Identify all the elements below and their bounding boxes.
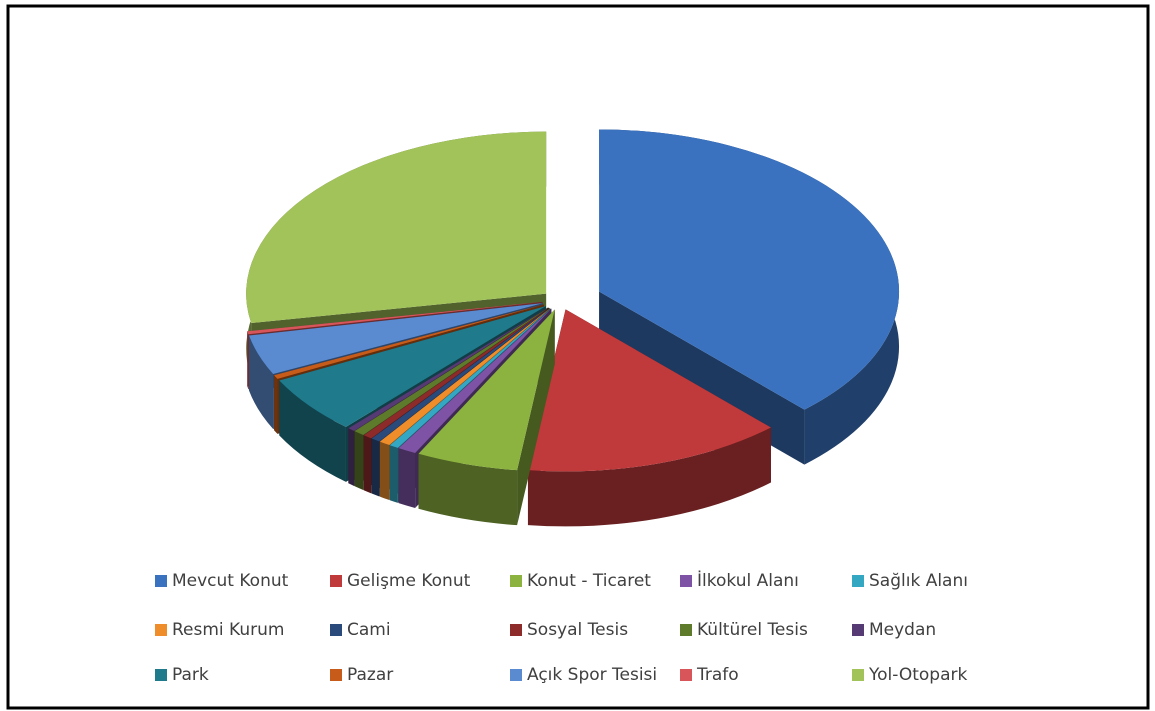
slice-top [274,304,544,379]
legend-label: Konut - Ticaret [527,571,651,591]
slice-wall [248,335,274,429]
slice-top [599,129,900,410]
slice-wall [348,428,355,486]
slice [527,309,771,527]
legend-label: Meydan [869,620,936,640]
slice-top [363,307,550,439]
slice-wall [354,431,364,491]
slice-top [354,307,549,436]
legend-swatch [155,575,167,587]
slice-wall [398,448,416,509]
legend-swatch [510,575,522,587]
legend-label: Pazar [347,665,393,685]
slice-top [248,303,543,374]
slice-wall [274,375,278,434]
slice-top [246,131,547,324]
slice-wall [247,331,249,390]
slice-top [371,308,550,442]
slice-top [389,308,551,448]
slice-wall [418,453,518,526]
slice-wall [379,441,390,501]
legend-label: Yol-Otopark [868,665,968,685]
slice-wall [279,380,346,482]
legend-swatch [510,624,522,636]
slice-top [279,306,546,427]
pie [246,129,900,527]
slice [418,309,555,526]
legend-label: Kültürel Tesis [697,620,808,640]
slice-top [398,308,552,454]
slice-wall [389,445,398,503]
legend-swatch [330,575,342,587]
legend-swatch [680,669,692,681]
legend-swatch [330,669,342,681]
legend-swatch [155,624,167,636]
slice-top [379,308,551,446]
legend-swatch [852,669,864,681]
slice-wall [527,427,771,527]
legend-swatch [510,669,522,681]
slice-top [247,301,543,335]
legend-label: Mevcut Konut [172,571,289,591]
legend-swatch [155,669,167,681]
legend-label: Açık Spor Tesisi [527,665,657,685]
legend-swatch [330,624,342,636]
slice-wall [363,435,372,494]
legend-label: Sosyal Tesis [527,620,628,640]
legend-label: Sağlık Alanı [869,571,968,591]
slice-top [527,309,771,472]
legend-swatch [680,624,692,636]
slice-wall [371,438,380,497]
legend-swatch [852,624,864,636]
legend-swatch [680,575,692,587]
legend-label: İlkokul Alanı [697,570,799,591]
legend-label: Resmi Kurum [172,620,284,640]
legend: Mevcut Konut Gelişme Konut Konut - Ticaret… [155,570,968,685]
legend-label: Cami [347,620,391,640]
legend-swatch [852,575,864,587]
legend-label: Gelişme Konut [347,571,471,591]
legend-label: Trafo [696,665,739,685]
slice-top [348,307,549,431]
legend-label: Park [172,665,209,685]
slice-top [418,309,555,471]
